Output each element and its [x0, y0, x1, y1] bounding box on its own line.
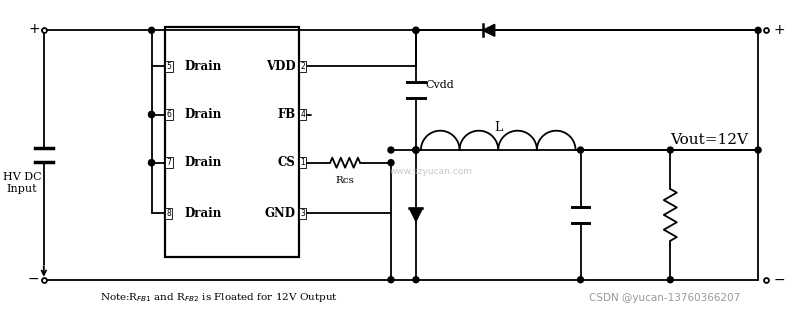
- Text: 1: 1: [300, 158, 305, 167]
- Circle shape: [667, 147, 673, 153]
- Text: Note:R$_{FB1}$ and R$_{FB2}$ is Floated for 12V Output: Note:R$_{FB1}$ and R$_{FB2}$ is Floated …: [100, 291, 338, 304]
- Circle shape: [578, 277, 583, 283]
- Circle shape: [388, 147, 394, 153]
- Text: VDD: VDD: [265, 60, 295, 73]
- Circle shape: [148, 160, 155, 166]
- Circle shape: [755, 147, 761, 153]
- Text: CSDN @yucan-13760366207: CSDN @yucan-13760366207: [588, 293, 740, 303]
- Text: Drain: Drain: [184, 60, 222, 73]
- Circle shape: [578, 147, 583, 153]
- Polygon shape: [410, 208, 422, 221]
- Bar: [164, 27, 299, 257]
- Text: 2: 2: [300, 62, 305, 71]
- Text: Vout=12V: Vout=12V: [670, 133, 748, 147]
- Text: HV DC
Input: HV DC Input: [2, 172, 41, 194]
- Text: Rcs: Rcs: [336, 176, 355, 185]
- Circle shape: [148, 160, 155, 166]
- Circle shape: [413, 27, 419, 33]
- Circle shape: [388, 160, 394, 166]
- Text: 3: 3: [300, 209, 305, 218]
- Polygon shape: [483, 24, 495, 36]
- Text: +: +: [773, 23, 785, 37]
- Text: 8: 8: [167, 209, 171, 218]
- Circle shape: [388, 277, 394, 283]
- Circle shape: [148, 111, 155, 118]
- Circle shape: [413, 277, 419, 283]
- Text: 5: 5: [167, 62, 171, 71]
- Text: L: L: [494, 121, 502, 134]
- Text: 6: 6: [167, 110, 171, 119]
- Text: Drain: Drain: [184, 108, 222, 121]
- Text: Cvdd: Cvdd: [425, 80, 453, 90]
- Text: +: +: [28, 22, 40, 36]
- Circle shape: [413, 147, 419, 153]
- Text: GND: GND: [265, 207, 295, 220]
- Text: FB: FB: [277, 108, 295, 121]
- Text: Drain: Drain: [184, 207, 222, 220]
- Text: 7: 7: [167, 158, 171, 167]
- Circle shape: [667, 277, 673, 283]
- Text: www.szyucan.com: www.szyucan.com: [390, 167, 473, 176]
- Text: −: −: [773, 273, 785, 287]
- Text: −: −: [28, 272, 40, 286]
- Circle shape: [148, 27, 155, 33]
- Circle shape: [413, 147, 419, 153]
- Circle shape: [413, 27, 419, 33]
- Text: Drain: Drain: [184, 156, 222, 169]
- Text: CS: CS: [277, 156, 295, 169]
- Circle shape: [755, 27, 761, 33]
- Circle shape: [413, 147, 419, 153]
- Text: 4: 4: [300, 110, 305, 119]
- Circle shape: [148, 111, 155, 118]
